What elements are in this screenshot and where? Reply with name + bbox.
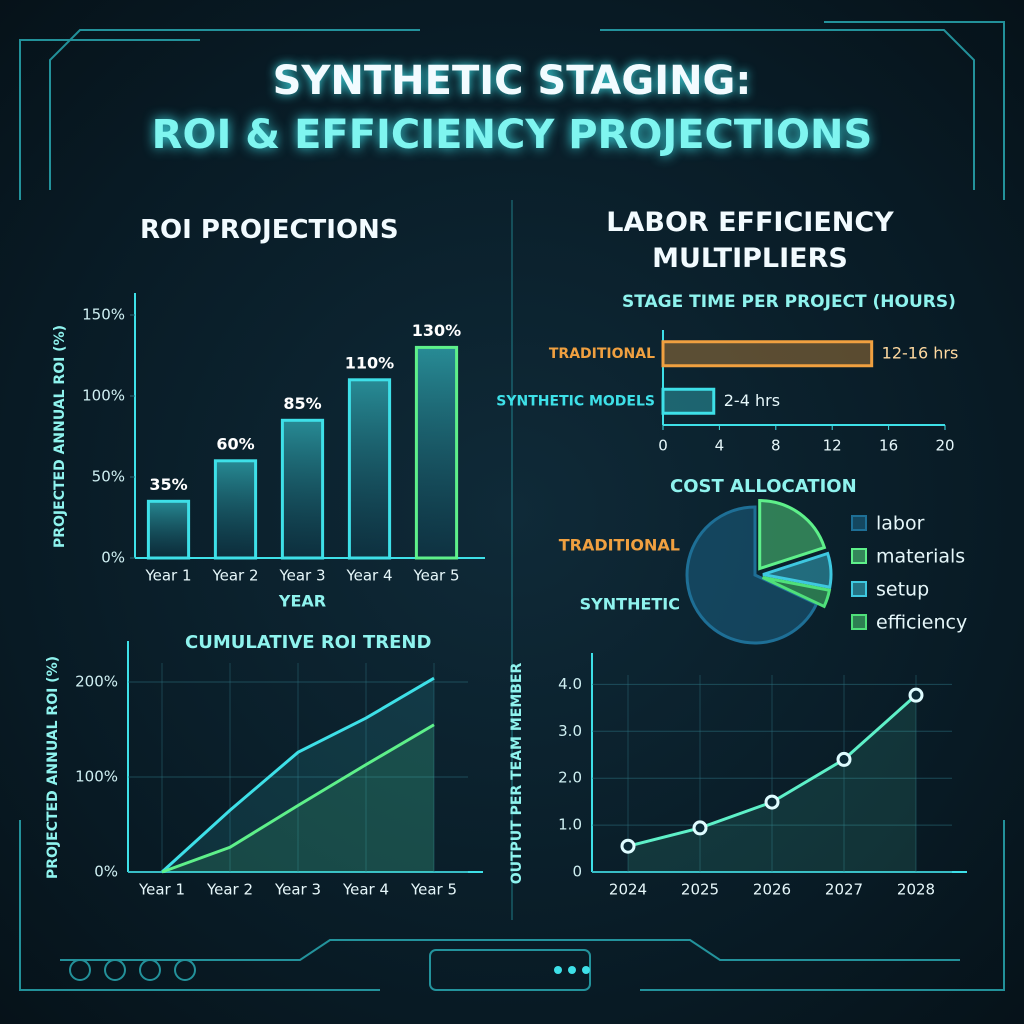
x-tick-label: 20 [935, 437, 954, 455]
chart-subtitle: STAGE TIME PER PROJECT (HOURS) [622, 292, 956, 312]
pie-slice [685, 505, 819, 645]
x-tick-label: Year 5 [412, 567, 459, 585]
pie-slice [762, 551, 833, 589]
x-tick-label: Year 1 [138, 881, 185, 899]
legend-label: efficiency [876, 612, 967, 634]
x-tick-label: 4 [715, 437, 725, 455]
area-fill [162, 678, 434, 872]
legend-label: labor [876, 513, 925, 535]
x-tick-label: Year 2 [206, 881, 253, 899]
chart-title: CUMULATIVE ROI TREND [185, 632, 432, 653]
page-title: SYNTHETIC STAGING: [272, 58, 752, 104]
bar [414, 345, 459, 560]
y-tick-label: 50% [92, 468, 125, 486]
x-tick-label: 2025 [681, 881, 719, 899]
y-tick-label: 100% [75, 768, 118, 786]
x-tick-label: Year 4 [345, 567, 392, 585]
y-tick-label: 150% [82, 306, 125, 324]
x-tick-label: 12 [823, 437, 842, 455]
y-tick-label: 1.0 [558, 816, 582, 834]
value-label: 85% [283, 394, 321, 413]
pie-slice [761, 575, 832, 609]
y-tick-label: 200% [75, 673, 118, 691]
legend-label: materials [876, 546, 965, 568]
x-tick-label: 2028 [897, 881, 935, 899]
value-label: 130% [412, 321, 461, 340]
bar [146, 499, 191, 560]
annotation: SYNTHETIC [580, 595, 680, 614]
line [161, 723, 435, 874]
x-tick-label: Year 5 [410, 881, 457, 899]
value-label: 12-16 hrs [882, 343, 959, 362]
bar [280, 418, 325, 560]
x-tick-label: Year 2 [211, 567, 258, 585]
x-tick-label: 16 [879, 437, 898, 455]
x-tick-label: Year 3 [278, 567, 325, 585]
y-tick-label: 4.0 [558, 675, 582, 693]
y-tick-label: 0% [94, 863, 118, 881]
legend-swatch [851, 515, 867, 531]
chart-title: LABOR EFFICIENCY MULTIPLIERS [606, 207, 894, 274]
value-label: 35% [149, 475, 187, 494]
category-label: SYNTHETIC MODELS [496, 393, 655, 409]
legend-swatch [851, 581, 867, 597]
legend-swatch [851, 614, 867, 630]
point [620, 838, 636, 854]
value-label: 60% [216, 434, 254, 453]
bar [661, 387, 716, 415]
page-subtitle: ROI & EFFICIENCY PROJECTIONS [151, 112, 873, 158]
chart-title: COST ALLOCATION [670, 476, 857, 497]
point [764, 794, 780, 810]
x-tick-label: 2024 [609, 881, 647, 899]
y-tick-label: 3.0 [558, 722, 582, 740]
y-tick-label: 2.0 [558, 769, 582, 787]
deco-dots [554, 966, 590, 974]
value-label: 2-4 hrs [724, 391, 780, 410]
bar [347, 378, 392, 560]
bar [661, 340, 874, 368]
x-tick-label: Year 1 [144, 567, 191, 585]
x-tick-label: 8 [771, 437, 781, 455]
chart-title: ROI PROJECTIONS [140, 215, 399, 245]
x-axis-label: YEAR [278, 592, 326, 611]
y-tick-label: 0 [572, 863, 582, 881]
x-tick-label: 0 [658, 437, 668, 455]
area-fill [628, 695, 916, 872]
category-label: TRADITIONAL [549, 346, 655, 362]
x-tick-label: Year 3 [274, 881, 321, 899]
point [692, 820, 708, 836]
annotation: TRADITIONAL [559, 536, 680, 555]
y-tick-label: 0% [101, 549, 125, 567]
line [160, 676, 435, 874]
legend-label: setup [876, 579, 929, 601]
y-axis-label: PROJECTED ANNUAL ROI (%) [52, 325, 68, 548]
point [908, 687, 924, 703]
value-label: 110% [345, 353, 394, 372]
y-axis-label: PROJECTED ANNUAL ROI (%) [45, 656, 61, 879]
x-tick-label: 2026 [753, 881, 791, 899]
y-axis-label: OUTPUT PER TEAM MEMBER [509, 663, 525, 885]
x-tick-label: 2027 [825, 881, 863, 899]
area-fill [162, 724, 434, 872]
y-tick-label: 100% [82, 387, 125, 405]
x-tick-label: Year 4 [342, 881, 389, 899]
bar [213, 459, 258, 560]
legend-swatch [851, 548, 867, 564]
pie-slice [758, 499, 827, 571]
point [836, 751, 852, 767]
